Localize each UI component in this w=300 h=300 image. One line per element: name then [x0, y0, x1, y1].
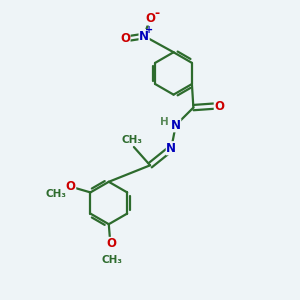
Text: H: H [160, 117, 169, 127]
Text: +: + [145, 25, 153, 35]
Text: O: O [107, 237, 117, 250]
Text: O: O [120, 32, 130, 46]
Text: CH₃: CH₃ [122, 135, 143, 145]
Text: O: O [145, 12, 155, 25]
Text: N: N [139, 29, 149, 43]
Text: N: N [171, 119, 181, 132]
Text: -: - [154, 7, 159, 20]
Text: CH₃: CH₃ [101, 255, 122, 265]
Text: O: O [66, 180, 76, 193]
Text: N: N [166, 142, 176, 155]
Text: CH₃: CH₃ [46, 190, 67, 200]
Text: O: O [214, 100, 224, 112]
